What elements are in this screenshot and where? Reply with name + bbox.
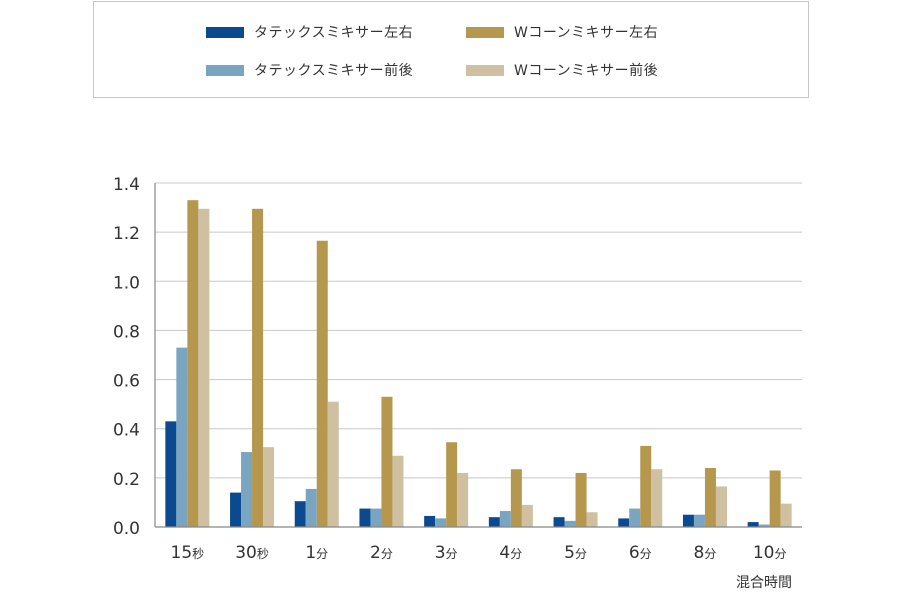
legend-label-tatex-lr: タテックスミキサー左右 bbox=[254, 25, 414, 41]
legend-item-wcone-fb: Wコーンミキサー前後 bbox=[466, 60, 658, 80]
bar bbox=[640, 445, 652, 527]
bar-series bbox=[165, 200, 792, 528]
x-tick-label: 8分 bbox=[694, 543, 717, 563]
bar bbox=[241, 452, 253, 527]
legend-swatch-wcone-fb bbox=[466, 64, 504, 76]
bar bbox=[230, 492, 242, 527]
bar bbox=[651, 469, 663, 527]
bar bbox=[187, 200, 199, 527]
bar bbox=[769, 470, 781, 527]
bar bbox=[704, 468, 716, 527]
bar bbox=[316, 240, 328, 527]
x-tick-label: 1分 bbox=[305, 543, 328, 563]
y-tick-label: 1.4 bbox=[113, 175, 140, 195]
x-tick-label: 4分 bbox=[499, 543, 522, 563]
bar bbox=[435, 518, 447, 527]
legend-label-wcone-fb: Wコーンミキサー前後 bbox=[514, 63, 659, 79]
bar bbox=[370, 508, 382, 527]
bar bbox=[715, 486, 727, 527]
bar bbox=[499, 511, 511, 527]
x-tick-label: 15秒 bbox=[171, 543, 205, 563]
y-axis-ticks: 0.0 0.2 0.4 0.6 0.8 1.0 1.2 1.4 bbox=[113, 175, 140, 539]
bar bbox=[305, 488, 317, 527]
bar bbox=[176, 347, 188, 527]
y-tick-label: 0.6 bbox=[113, 372, 140, 392]
x-tick-label: 10分 bbox=[753, 543, 787, 563]
x-tick-label: 30秒 bbox=[235, 543, 269, 563]
bar bbox=[252, 208, 264, 528]
legend-item-wcone-lr: Wコーンミキサー左右 bbox=[466, 22, 658, 42]
y-tick-label: 0.0 bbox=[113, 519, 140, 539]
bar bbox=[263, 447, 275, 527]
legend-swatch-wcone-lr bbox=[466, 26, 504, 38]
bar bbox=[424, 515, 436, 527]
bar bbox=[575, 472, 587, 527]
legend-item-tatex-lr: タテックスミキサー左右 bbox=[206, 22, 413, 42]
bar bbox=[553, 517, 565, 527]
bar bbox=[488, 517, 500, 527]
bar bbox=[780, 503, 792, 527]
bar bbox=[294, 501, 306, 527]
bar bbox=[758, 524, 770, 527]
bar bbox=[747, 522, 759, 527]
bar bbox=[198, 208, 210, 528]
x-tick-label: 6分 bbox=[629, 543, 652, 563]
bar bbox=[682, 514, 694, 527]
x-tick-label: 5分 bbox=[564, 543, 587, 563]
bar bbox=[586, 512, 598, 527]
x-axis-ticks: 15秒 30秒 1分 2分 3分 4分 5分 6分 8分 10分 bbox=[171, 543, 787, 563]
bar bbox=[693, 514, 705, 527]
legend-label-tatex-fb: タテックスミキサー前後 bbox=[254, 63, 414, 79]
bar bbox=[629, 508, 641, 527]
y-tick-label: 1.2 bbox=[113, 224, 140, 244]
legend-item-tatex-fb: タテックスミキサー前後 bbox=[206, 60, 413, 80]
legend-label-wcone-lr: Wコーンミキサー左右 bbox=[514, 25, 659, 41]
x-tick-label: 2分 bbox=[370, 543, 393, 563]
y-tick-label: 0.4 bbox=[113, 421, 140, 441]
legend-swatch-tatex-fb bbox=[206, 64, 244, 76]
bar bbox=[327, 401, 339, 527]
bar bbox=[510, 469, 522, 527]
legend: タテックスミキサー左右 Wコーンミキサー左右 タテックスミキサー前後 Wコーンミ… bbox=[93, 1, 809, 98]
y-tick-label: 0.2 bbox=[113, 470, 140, 490]
y-tick-label: 1.0 bbox=[113, 273, 140, 293]
y-tick-label: 0.8 bbox=[113, 322, 140, 342]
bar bbox=[446, 442, 458, 527]
x-tick-label: 3分 bbox=[435, 543, 458, 563]
bar bbox=[165, 421, 177, 527]
bar bbox=[359, 508, 371, 527]
bar bbox=[618, 518, 630, 527]
bar bbox=[457, 472, 469, 527]
x-axis-label: 混合時間 bbox=[736, 575, 792, 591]
bar bbox=[381, 396, 393, 527]
legend-swatch-tatex-lr bbox=[206, 26, 244, 38]
bar bbox=[392, 455, 404, 527]
bar bbox=[564, 520, 576, 527]
bar bbox=[521, 504, 533, 527]
